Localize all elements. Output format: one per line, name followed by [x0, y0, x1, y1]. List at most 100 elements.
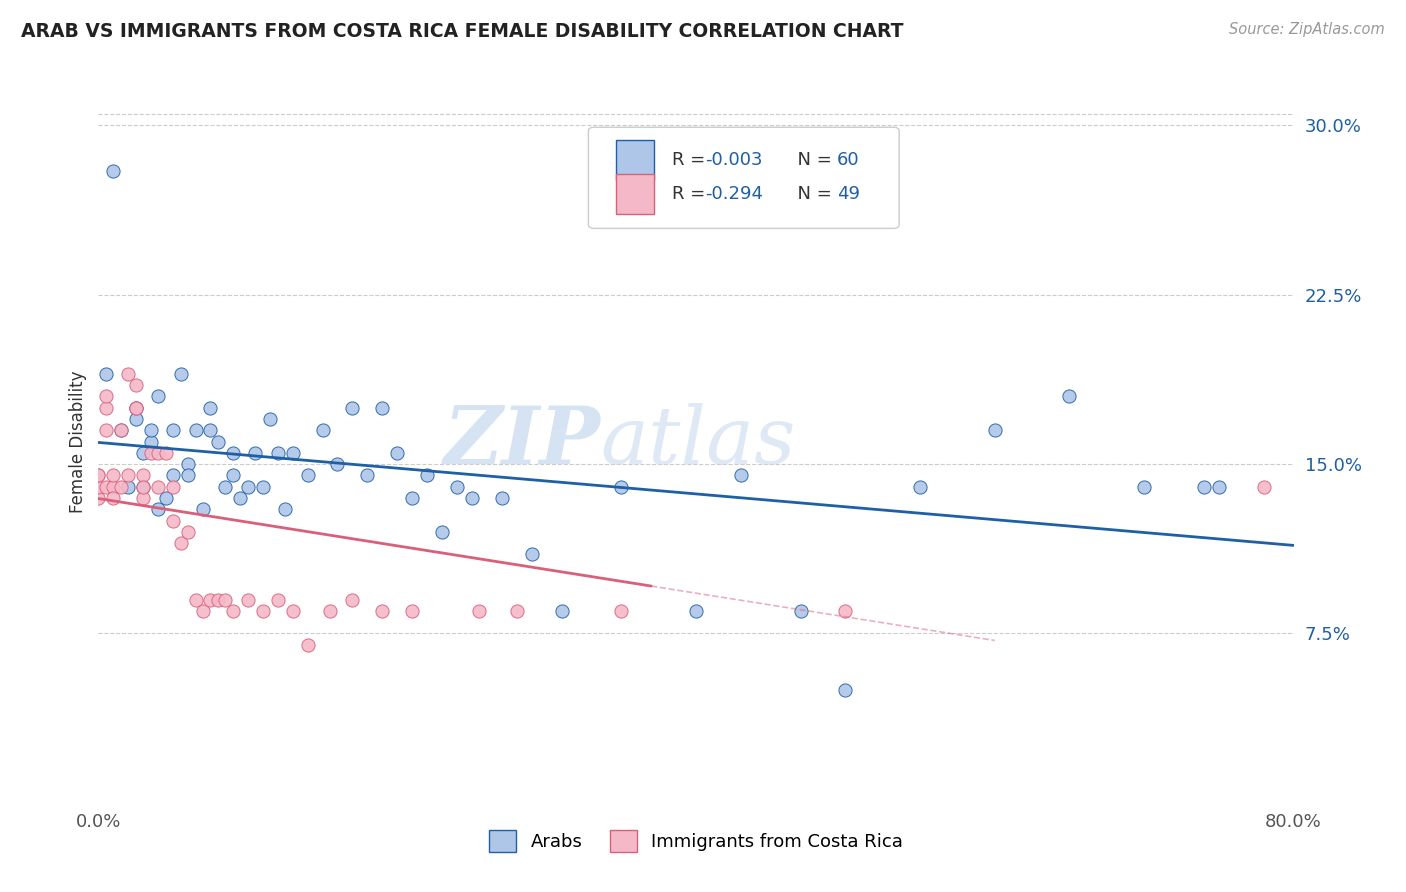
- Point: [281, 604, 304, 618]
- Point: [1253, 480, 1275, 494]
- Point: [446, 480, 468, 494]
- Text: R =: R =: [672, 151, 711, 169]
- Point: [177, 524, 200, 539]
- Point: [371, 401, 394, 415]
- Point: [371, 604, 394, 618]
- Point: [155, 491, 177, 505]
- Point: [610, 480, 633, 494]
- Point: [125, 401, 148, 415]
- Point: [229, 491, 252, 505]
- Text: -0.003: -0.003: [706, 151, 763, 169]
- FancyBboxPatch shape: [589, 128, 900, 228]
- Point: [326, 457, 349, 471]
- Point: [401, 604, 423, 618]
- Point: [200, 401, 222, 415]
- Point: [87, 491, 110, 505]
- Text: -0.294: -0.294: [706, 185, 763, 203]
- Point: [132, 480, 155, 494]
- Point: [132, 468, 155, 483]
- Text: R =: R =: [672, 185, 711, 203]
- Point: [162, 480, 184, 494]
- Point: [177, 457, 200, 471]
- Point: [281, 446, 304, 460]
- Legend: Arabs, Immigrants from Costa Rica: Arabs, Immigrants from Costa Rica: [482, 822, 910, 859]
- Y-axis label: Female Disability: Female Disability: [69, 370, 87, 513]
- Point: [148, 480, 170, 494]
- Point: [236, 592, 259, 607]
- Point: [342, 592, 364, 607]
- Point: [191, 604, 214, 618]
- Point: [430, 524, 453, 539]
- Point: [461, 491, 484, 505]
- Point: [342, 401, 364, 415]
- Point: [117, 480, 139, 494]
- Point: [139, 434, 162, 449]
- Point: [1133, 480, 1156, 494]
- Point: [117, 367, 139, 381]
- Point: [550, 604, 572, 618]
- Point: [319, 604, 342, 618]
- Point: [162, 514, 184, 528]
- Point: [207, 434, 229, 449]
- Point: [132, 446, 155, 460]
- Point: [236, 480, 259, 494]
- Point: [468, 604, 491, 618]
- Point: [311, 423, 333, 437]
- Text: atlas: atlas: [600, 403, 796, 480]
- Point: [1208, 480, 1230, 494]
- Point: [169, 367, 191, 381]
- Point: [94, 401, 117, 415]
- Point: [610, 604, 633, 618]
- Text: N =: N =: [786, 151, 837, 169]
- Point: [207, 592, 229, 607]
- Point: [125, 401, 148, 415]
- Point: [148, 446, 170, 460]
- Point: [506, 604, 529, 618]
- Point: [401, 491, 423, 505]
- Point: [162, 423, 184, 437]
- FancyBboxPatch shape: [616, 140, 654, 180]
- Point: [1059, 389, 1081, 403]
- Point: [103, 468, 125, 483]
- Point: [132, 491, 155, 505]
- Point: [110, 423, 132, 437]
- Point: [110, 480, 132, 494]
- Point: [177, 468, 200, 483]
- Point: [908, 480, 931, 494]
- Text: N =: N =: [786, 185, 837, 203]
- Point: [520, 548, 543, 562]
- Point: [94, 389, 117, 403]
- Point: [245, 446, 267, 460]
- Point: [103, 491, 125, 505]
- Point: [297, 638, 319, 652]
- Point: [222, 604, 245, 618]
- Point: [267, 446, 290, 460]
- Point: [94, 423, 117, 437]
- Point: [87, 468, 110, 483]
- Point: [297, 468, 319, 483]
- Point: [132, 480, 155, 494]
- FancyBboxPatch shape: [616, 174, 654, 214]
- Text: ZIP: ZIP: [443, 403, 600, 480]
- Point: [139, 446, 162, 460]
- Point: [200, 592, 222, 607]
- Point: [155, 446, 177, 460]
- Text: 60: 60: [837, 151, 859, 169]
- Point: [103, 480, 125, 494]
- Point: [148, 502, 170, 516]
- Point: [184, 423, 207, 437]
- Point: [214, 480, 236, 494]
- Point: [416, 468, 439, 483]
- Point: [267, 592, 290, 607]
- Point: [103, 163, 125, 178]
- Point: [984, 423, 1007, 437]
- Point: [87, 480, 110, 494]
- Point: [685, 604, 707, 618]
- Point: [789, 604, 811, 618]
- Point: [214, 592, 236, 607]
- Point: [834, 682, 856, 697]
- Point: [125, 401, 148, 415]
- Text: 49: 49: [837, 185, 860, 203]
- Point: [834, 604, 856, 618]
- Point: [184, 592, 207, 607]
